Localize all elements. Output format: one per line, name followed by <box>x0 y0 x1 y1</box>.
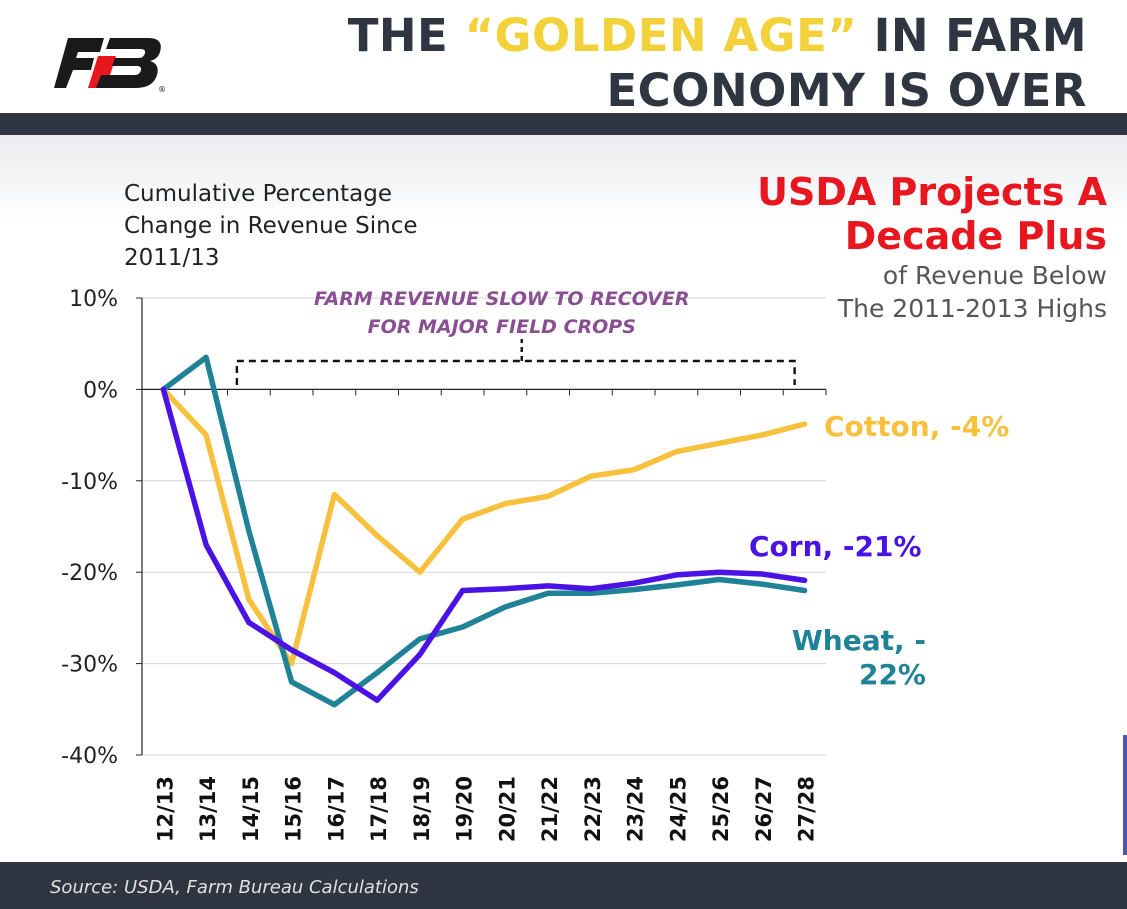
y-tick-label: -40% <box>61 744 118 769</box>
x-tick-label: 27/28 <box>795 776 819 842</box>
callout-sub-2: The 2011-2013 Highs <box>837 294 1107 323</box>
callout-headline-1: USDA Projects A <box>757 170 1107 214</box>
y-axis-title: Cumulative Percentage Change in Revenue … <box>124 181 418 271</box>
x-tick-label: 12/13 <box>153 776 177 842</box>
header-divider-bar <box>0 113 1127 135</box>
x-tick-label: 14/15 <box>239 776 263 842</box>
callout: USDA Projects A Decade Plus of Revenue B… <box>757 170 1107 324</box>
y-tick-label: -20% <box>61 561 118 586</box>
series-label-wheat-1: Wheat, - <box>792 624 926 657</box>
side-accent <box>1123 735 1127 855</box>
source-note: Source: USDA, Farm Bureau Calculations <box>50 877 419 898</box>
callout-sub-1: of Revenue Below <box>882 261 1107 290</box>
svg-text:®: ® <box>158 85 166 94</box>
content-background <box>0 135 1127 225</box>
series-label-corn: Corn, -21% <box>749 530 922 563</box>
title-highlight: “GOLDEN AGE” <box>464 9 858 62</box>
annotation-line-2: FOR MAJOR FIELD CROPS <box>368 316 636 338</box>
x-tick-label: 19/20 <box>453 776 477 842</box>
series-line-cotton <box>160 386 808 667</box>
x-tick-label: 24/25 <box>666 776 690 842</box>
footer-bar <box>0 862 1127 909</box>
header <box>0 0 1127 113</box>
title-line2: ECONOMY IS OVER <box>606 64 1087 117</box>
y-tick-label: 0% <box>83 378 118 403</box>
farm-bureau-logo: ® <box>52 32 170 94</box>
x-tick-label: 15/16 <box>282 776 306 842</box>
x-tick-label: 21/22 <box>538 776 562 842</box>
x-tick-label: 22/23 <box>581 776 605 842</box>
series-line-wheat <box>160 354 808 708</box>
y-tick-label: 10% <box>69 287 118 312</box>
x-tick-label: 23/24 <box>624 776 648 842</box>
callout-headline-2: Decade Plus <box>844 214 1107 258</box>
x-tick-label: 26/27 <box>752 776 776 842</box>
x-tick-label: 13/14 <box>196 776 220 842</box>
x-tick-label: 17/18 <box>367 776 391 842</box>
annotation-bracket <box>235 359 796 385</box>
series-line-corn <box>160 386 808 703</box>
series-label-cotton: Cotton, -4% <box>824 410 1009 443</box>
x-tick-label: 16/17 <box>324 776 348 842</box>
x-tick-label: 25/26 <box>709 776 733 842</box>
y-tick-label: -10% <box>61 470 118 495</box>
y-tick-label: -30% <box>61 653 118 678</box>
series-label-wheat-2: 22% <box>859 658 926 691</box>
x-tick-label: 20/21 <box>495 776 519 842</box>
x-tick-label: 18/19 <box>410 776 434 842</box>
page-title: THE “GOLDEN AGE” IN FARM ECONOMY IS OVER <box>347 9 1087 117</box>
annotation-line-1: FARM REVENUE SLOW TO RECOVER <box>314 288 690 310</box>
